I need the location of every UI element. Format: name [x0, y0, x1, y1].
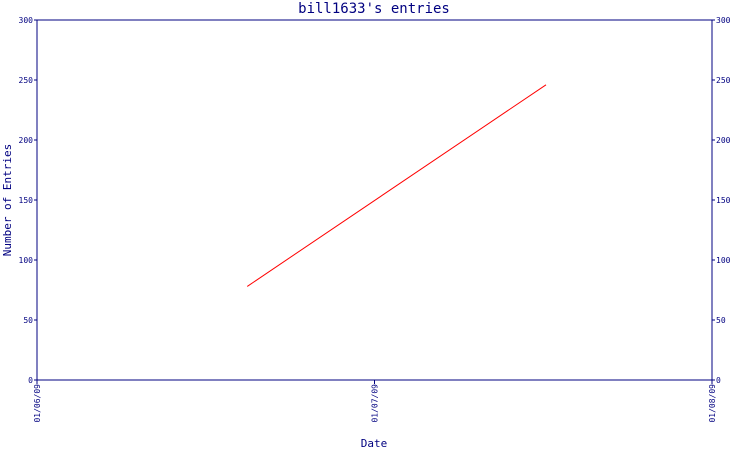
y-tick-label-left: 100	[19, 256, 34, 265]
y-tick-label-right: 0	[716, 376, 721, 385]
y-tick-label-right: 300	[716, 16, 731, 25]
y-tick-label-left: 300	[19, 16, 34, 25]
left-y-axis: 0 50 100 150 200 250 300	[19, 16, 37, 385]
chart-title: bill1633's entries	[298, 1, 450, 17]
y-tick-label-right: 100	[716, 256, 731, 265]
x-tick-label: 01/08/09	[708, 384, 717, 423]
y-tick-label-right: 50	[716, 316, 726, 325]
y-tick-label-right: 250	[716, 76, 731, 85]
y-tick-label-right: 150	[716, 196, 731, 205]
x-tick-label: 01/06/09	[33, 384, 42, 423]
x-axis-label: Date	[361, 437, 388, 450]
y-tick-label-left: 200	[19, 136, 34, 145]
y-tick-label-left: 0	[28, 376, 33, 385]
y-tick-label-left: 50	[23, 316, 33, 325]
y-tick-label-right: 200	[716, 136, 731, 145]
series-layer	[246, 84, 547, 287]
series-line	[246, 84, 547, 287]
y-tick-label-left: 250	[19, 76, 34, 85]
right-y-axis: 0 50 100 150 200 250 300	[712, 16, 731, 385]
x-tick-label: 01/07/09	[371, 384, 380, 423]
x-axis: 01/06/09 01/07/09 01/08/09	[33, 380, 717, 423]
y-axis-label: Number of Entries	[1, 144, 14, 257]
y-tick-label-left: 150	[19, 196, 34, 205]
